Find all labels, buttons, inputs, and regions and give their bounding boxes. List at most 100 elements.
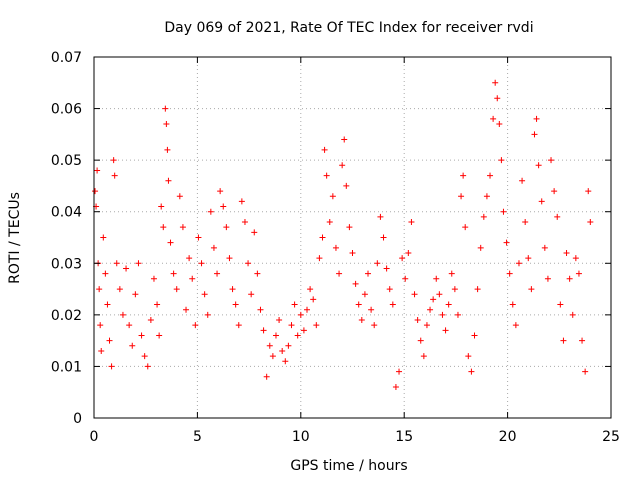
data-point [310, 296, 317, 303]
data-point [474, 286, 481, 293]
data-point [538, 198, 545, 205]
data-point [276, 317, 283, 324]
data-point [183, 306, 190, 313]
data-point [210, 244, 217, 251]
data-point [329, 193, 336, 200]
grid-lines [94, 57, 611, 418]
data-point [500, 208, 507, 215]
data-point [92, 188, 99, 195]
data-point [535, 162, 542, 169]
data-point [176, 193, 183, 200]
data-point [113, 260, 120, 267]
y-tick-label: 0.03 [51, 256, 82, 272]
data-point [217, 188, 224, 195]
data-point [167, 239, 174, 246]
data-point [245, 260, 252, 267]
data-point [269, 353, 276, 360]
data-point [304, 306, 311, 313]
data-point [554, 213, 561, 220]
y-tick-label: 0.05 [51, 153, 82, 169]
data-point [349, 249, 356, 256]
data-point [163, 121, 170, 128]
y-tick-label: 0.02 [51, 308, 82, 324]
data-point [201, 291, 208, 298]
data-point [332, 244, 339, 251]
y-tick-label: 0.07 [51, 50, 82, 66]
y-tick-label: 0.06 [51, 102, 82, 118]
data-point [94, 167, 101, 174]
data-point [158, 203, 165, 210]
data-point [480, 213, 487, 220]
data-point [229, 286, 236, 293]
data-point [487, 172, 494, 179]
data-point [116, 286, 123, 293]
data-point [533, 115, 540, 122]
data-point [336, 270, 343, 277]
data-point [138, 332, 145, 339]
data-point [462, 224, 469, 231]
data-point [383, 265, 390, 272]
data-point [423, 322, 430, 329]
data-point [126, 322, 133, 329]
data-point [402, 275, 409, 282]
data-point [503, 239, 510, 246]
data-point [458, 193, 465, 200]
x-axis-ticks: 0 5 10 15 20 25 [90, 57, 620, 445]
data-point [248, 291, 255, 298]
data-point [110, 157, 117, 164]
data-point [226, 255, 233, 262]
x-tick-label: 10 [292, 429, 310, 445]
data-point [560, 337, 567, 344]
data-point [528, 286, 535, 293]
data-point [297, 311, 304, 318]
y-axis-label: ROTI / TECUs [7, 192, 23, 284]
data-point [154, 301, 161, 308]
data-point [430, 296, 437, 303]
data-point [235, 322, 242, 329]
data-point [352, 280, 359, 287]
data-point [483, 193, 490, 200]
data-point [321, 146, 328, 153]
data-point [587, 219, 594, 226]
data-point [411, 291, 418, 298]
plot-frame [93, 56, 612, 419]
data-point [100, 234, 107, 241]
data-point [254, 270, 261, 277]
data-point [156, 332, 163, 339]
data-point [386, 286, 393, 293]
data-point [257, 306, 264, 313]
data-point [104, 301, 111, 308]
data-point [451, 286, 458, 293]
data-point [294, 332, 301, 339]
data-point [414, 317, 421, 324]
data-point [509, 301, 516, 308]
y-tick-label: 0.01 [51, 359, 82, 375]
data-point [129, 342, 136, 349]
data-point [436, 291, 443, 298]
data-point [358, 317, 365, 324]
data-point [541, 244, 548, 251]
data-point [374, 260, 381, 267]
data-point [192, 322, 199, 329]
data-point [408, 219, 415, 226]
data-point [346, 224, 353, 231]
data-point [179, 224, 186, 231]
data-point [170, 270, 177, 277]
data-point [420, 353, 427, 360]
x-tick-label: 0 [90, 429, 99, 445]
data-point [389, 301, 396, 308]
chart-title: Day 069 of 2021, Rate Of TEC Index for r… [164, 20, 533, 36]
data-point [223, 224, 230, 231]
data-point [319, 234, 326, 241]
data-point [575, 270, 582, 277]
data-point [279, 347, 286, 354]
data-point [468, 368, 475, 375]
data-point [368, 306, 375, 313]
data-point [365, 270, 372, 277]
data-point [471, 332, 478, 339]
data-point [316, 255, 323, 262]
x-tick-label: 5 [193, 429, 202, 445]
data-point [496, 121, 503, 128]
data-point [195, 234, 202, 241]
data-point [313, 322, 320, 329]
